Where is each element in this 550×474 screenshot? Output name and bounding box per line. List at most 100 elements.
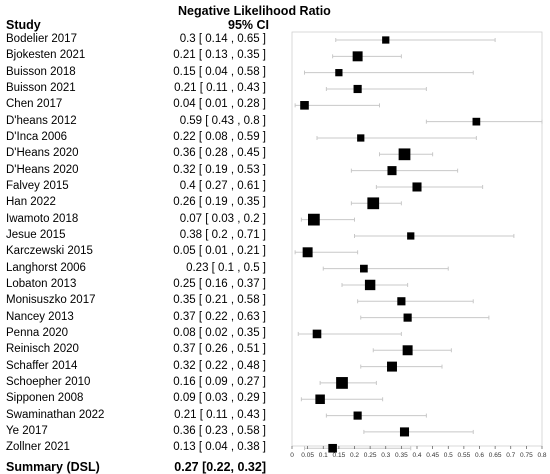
- study-name: Buisson 2021: [6, 81, 76, 94]
- study-estimate-label: 0.36 [ 0.28 , 0.45 ]: [173, 147, 266, 160]
- point-estimate: [312, 329, 322, 339]
- point-estimate: [398, 148, 411, 161]
- point-estimate: [402, 345, 413, 356]
- study-estimate-label: 0.16 [ 0.09 , 0.27 ]: [173, 375, 266, 388]
- x-tick-label: 0.3: [381, 452, 390, 459]
- study-estimate-label: 0.23 [ 0.1 , 0.5 ]: [186, 261, 266, 274]
- x-tick-label: 0.15: [333, 452, 346, 459]
- x-tick-label: 0.2: [350, 452, 359, 459]
- point-estimate: [364, 279, 376, 291]
- study-name: Swaminathan 2022: [6, 408, 105, 421]
- x-tick-label: 0.4: [412, 452, 421, 459]
- study-name: D'heans 2012: [6, 114, 77, 127]
- study-estimate-label: 0.37 [ 0.26 , 0.51 ]: [173, 343, 266, 356]
- study-estimate-label: 0.38 [ 0.2 , 0.71 ]: [179, 228, 266, 241]
- point-estimate: [382, 36, 390, 44]
- point-estimate: [353, 411, 362, 420]
- study-estimate-label: 0.21 [ 0.11 , 0.43 ]: [174, 81, 266, 94]
- point-estimate: [357, 134, 365, 142]
- x-tick-label: 0.65: [489, 452, 502, 459]
- study-name: Schoepher 2010: [6, 375, 91, 388]
- point-estimate: [367, 197, 380, 210]
- study-name: Chen 2017: [6, 98, 63, 111]
- study-name: Reinisch 2020: [6, 343, 79, 356]
- study-name: Bjokesten 2021: [6, 49, 86, 62]
- x-tick-label: 0.5: [444, 452, 453, 459]
- study-estimate-label: 0.32 [ 0.22 , 0.48 ]: [173, 359, 266, 372]
- point-estimate: [336, 377, 348, 389]
- point-estimate: [353, 84, 362, 94]
- point-estimate: [407, 232, 415, 240]
- point-estimate: [472, 117, 481, 126]
- point-estimate: [300, 101, 309, 110]
- study-estimate-label: 0.05 [ 0.01 , 0.21 ]: [173, 245, 266, 258]
- study-name: Schaffer 2014: [6, 359, 78, 372]
- study-name: Nancey 2013: [6, 310, 74, 323]
- x-tick-label: 0.25: [364, 452, 377, 459]
- study-name: Penna 2020: [6, 326, 69, 339]
- study-estimate-label: 0.36 [ 0.23 , 0.58 ]: [173, 424, 266, 437]
- study-estimate-label: 0.07 [ 0.03 , 0.2 ]: [179, 212, 266, 225]
- study-estimate-label: 0.4 [ 0.27 , 0.61 ]: [179, 179, 266, 192]
- x-tick-label: 0: [290, 452, 294, 459]
- x-tick-label: 0.55: [458, 452, 471, 459]
- study-estimate-label: 0.22 [ 0.08 , 0.59 ]: [173, 130, 266, 143]
- x-tick-label: 0.1: [319, 452, 328, 459]
- x-tick-label: 0.35: [395, 452, 408, 459]
- study-estimate-label: 0.08 [ 0.02 , 0.35 ]: [173, 326, 266, 339]
- point-estimate: [397, 297, 406, 306]
- study-name: Karczewski 2015: [6, 245, 93, 258]
- study-name: Bodelier 2017: [6, 33, 77, 45]
- study-name: Han 2022: [6, 196, 56, 209]
- plot-frame: [291, 31, 543, 447]
- study-name: D'Heans 2020: [6, 147, 79, 160]
- study-name: D'Heans 2020: [6, 163, 79, 176]
- x-tick-label: 0.8: [537, 452, 546, 459]
- point-estimate: [412, 182, 422, 192]
- point-estimate: [360, 264, 368, 273]
- study-estimate-label: 0.26 [ 0.19 , 0.35 ]: [173, 196, 266, 209]
- study-name: Iwamoto 2018: [6, 212, 79, 225]
- study-estimate-label: 0.21 [ 0.13 , 0.35 ]: [173, 49, 266, 62]
- forest-plot: Negative Likelihood Ratio Study 95% CI B…: [6, 4, 547, 474]
- x-tick-label: 0.05: [301, 452, 314, 459]
- x-tick-label: 0.6: [475, 452, 484, 459]
- study-estimate-label: 0.25 [ 0.16 , 0.37 ]: [173, 277, 266, 290]
- study-name: Jesue 2015: [6, 228, 66, 241]
- study-column-header: Study: [6, 18, 41, 32]
- study-name: D'Inca 2006: [6, 130, 68, 143]
- point-estimate: [403, 313, 412, 322]
- study-name: Lobaton 2013: [6, 277, 77, 290]
- study-name: Sipponen 2008: [6, 392, 84, 405]
- study-name: Buisson 2018: [6, 65, 76, 78]
- point-estimate: [387, 361, 397, 372]
- summary-name: Summary (DSL): [6, 459, 100, 474]
- forest-plot-area: 0 0.05 0.1 0.15 0.2 0.25 0.3 0.35 0.4 0.45 0.5 0.55…: [290, 31, 547, 459]
- x-tick-label: 0.75: [520, 452, 533, 459]
- study-estimate-label: 0.13 [ 0.04 , 0.38 ]: [173, 441, 266, 454]
- point-estimate: [315, 394, 325, 405]
- study-name: Langhorst 2006: [6, 261, 86, 274]
- study-estimate-label: 0.59 [ 0.43 , 0.8 ]: [179, 114, 266, 127]
- study-estimate-label: 0.21 [ 0.11 , 0.43 ]: [174, 408, 266, 421]
- study-estimate-label: 0.04 [ 0.01 , 0.28 ]: [173, 98, 266, 111]
- point-estimate: [328, 443, 337, 453]
- study-estimate-label: 0.35 [ 0.21 , 0.58 ]: [173, 294, 266, 307]
- study-name: Ye 2017: [6, 424, 48, 437]
- point-estimate: [308, 213, 320, 226]
- study-estimate-label: 0.15 [ 0.04 , 0.58 ]: [173, 65, 266, 78]
- measure-title: Negative Likelihood Ratio: [178, 4, 331, 18]
- point-estimate: [352, 51, 363, 62]
- study-name: Zollner 2021: [6, 441, 70, 454]
- x-tick-label: 0.45: [426, 452, 439, 459]
- study-name: Falvey 2015: [6, 179, 69, 192]
- summary-estimate-label: 0.27 [0.22, 0.32]: [174, 459, 266, 474]
- study-estimate-label: 0.3 [ 0.14 , 0.65 ]: [179, 33, 266, 45]
- study-name: Monisuszko 2017: [6, 294, 96, 307]
- point-estimate: [335, 69, 343, 77]
- point-estimate: [399, 427, 410, 437]
- study-estimate-label: 0.32 [ 0.19 , 0.53 ]: [173, 163, 266, 176]
- study-estimate-label: 0.37 [ 0.22 , 0.63 ]: [173, 310, 266, 323]
- x-tick-label: 0.7: [506, 452, 515, 459]
- study-estimate-label: 0.09 [ 0.03 , 0.29 ]: [173, 392, 266, 405]
